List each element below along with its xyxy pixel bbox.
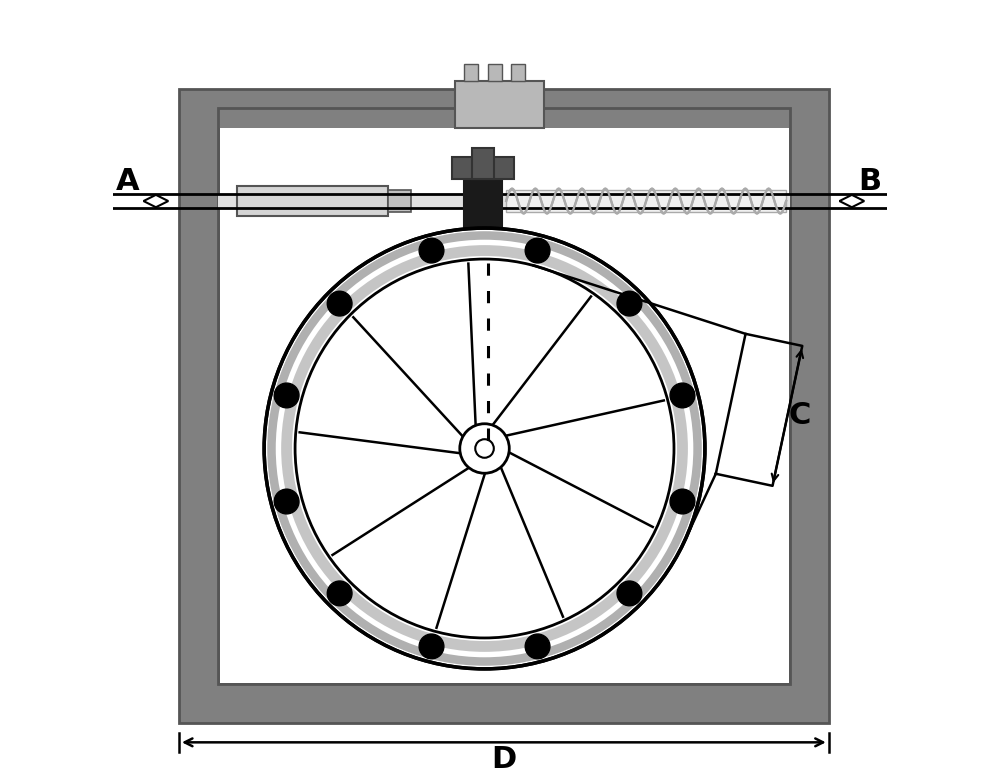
Bar [790,89,829,723]
Polygon shape [839,195,864,207]
Bar [464,175,502,228]
Circle shape [267,232,702,666]
Text: C: C [788,402,811,430]
Bar [218,108,790,685]
Circle shape [670,383,695,408]
Bar [464,64,478,81]
Circle shape [617,581,642,606]
Bar [388,190,411,212]
Bar [179,89,829,723]
Bar [472,148,494,179]
Circle shape [419,634,444,659]
Bar [179,89,218,723]
Bar [218,194,790,208]
Bar [511,64,525,81]
Circle shape [327,581,352,606]
Circle shape [274,490,299,514]
Text: A: A [115,167,139,197]
Bar [179,89,829,127]
Bar [506,190,786,212]
Bar [455,81,544,127]
Bar [488,64,502,81]
Bar [452,157,514,179]
Circle shape [327,291,352,316]
Circle shape [295,259,674,638]
Circle shape [460,423,509,473]
Bar [179,89,829,723]
Polygon shape [144,195,168,207]
Text: D: D [491,745,516,774]
Circle shape [525,239,550,263]
Circle shape [419,239,444,263]
Circle shape [617,291,642,316]
Circle shape [276,240,693,657]
Circle shape [475,439,494,458]
Bar [179,685,829,723]
Circle shape [264,228,705,669]
Circle shape [525,634,550,659]
Circle shape [670,490,695,514]
Circle shape [274,383,299,408]
Circle shape [281,245,688,652]
Bar [237,186,388,216]
Bar [218,108,790,685]
Circle shape [292,256,677,641]
Text: B: B [858,167,881,197]
